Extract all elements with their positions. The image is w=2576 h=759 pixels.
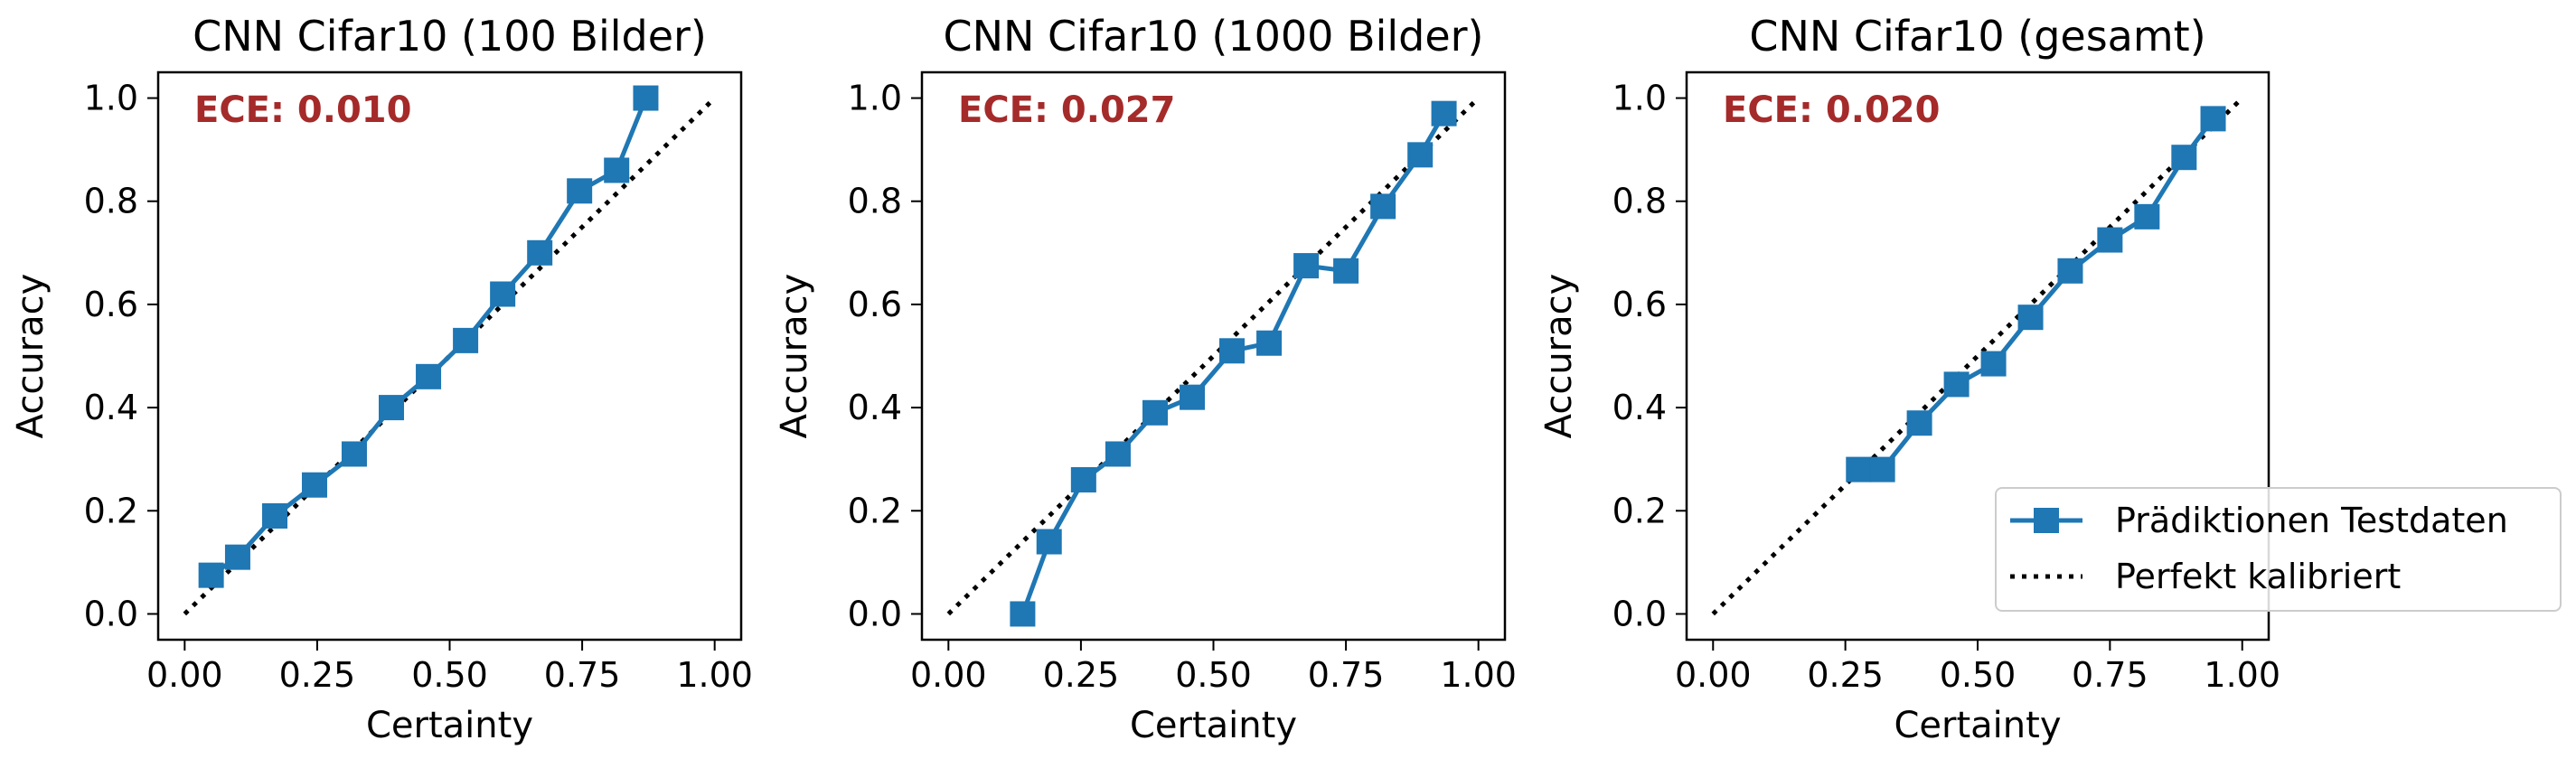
predictions-point-marker	[1180, 384, 1206, 410]
predictions-point-marker	[1105, 441, 1131, 467]
predictions-point-marker	[1036, 529, 1062, 555]
predictions-point-marker	[1293, 253, 1320, 279]
predictions-point-marker	[453, 327, 479, 353]
ece-annotation: ECE: 0.010	[194, 89, 411, 131]
predictions-point-marker	[1333, 258, 1359, 284]
x-tick-label: 0.50	[411, 655, 488, 695]
chart-panel-2: CNN Cifar10 (1000 Bilder) 0.00 0.25 0.50 0.7…	[774, 12, 1517, 746]
ece-annotation: ECE: 0.027	[958, 89, 1175, 131]
predictions-point-marker	[1906, 410, 1932, 436]
predictions-point-marker	[2097, 227, 2123, 253]
predictions-point-marker	[2017, 305, 2044, 331]
y-tick-label: 0.4	[84, 388, 138, 427]
ece-annotation: ECE: 0.020	[1723, 89, 1940, 131]
chart-title: CNN Cifar10 (100 Bilder)	[193, 12, 707, 61]
x-tick-label: 0.75	[544, 655, 621, 695]
predictions-point-marker	[1980, 351, 2007, 377]
predictions-point-marker	[527, 239, 553, 266]
legend-label: Prädiktionen Testdaten	[2115, 501, 2508, 540]
y-tick-label: 1.0	[84, 79, 138, 118]
predictions-point-marker	[490, 281, 516, 307]
y-tick-label: 0.2	[848, 491, 902, 530]
x-tick-label: 0.00	[146, 655, 223, 695]
predictions-point-marker	[1407, 142, 1434, 168]
axes-frame	[156, 70, 743, 642]
x-tick-label: 1.00	[676, 655, 753, 695]
x-tick-label: 0.25	[279, 655, 356, 695]
predictions-point-marker	[341, 441, 367, 467]
y-axis-label: Accuracy	[10, 274, 52, 439]
legend: Prädiktionen Testdaten Perfekt kalibriert	[1995, 487, 2562, 612]
x-axis-label: Certainty	[1894, 705, 2062, 746]
predictions-point-marker	[2171, 145, 2197, 171]
y-tick-label: 0.4	[848, 388, 902, 427]
x-tick-label: 0.00	[910, 655, 987, 695]
predictions-point-marker	[1431, 100, 1457, 126]
predictions-point-marker	[1070, 467, 1096, 493]
chart-title: CNN Cifar10 (1000 Bilder)	[943, 12, 1483, 61]
x-axis-label: Certainty	[366, 705, 533, 746]
legend-label: Perfekt kalibriert	[2115, 557, 2401, 596]
predictions-point-marker	[224, 544, 250, 570]
y-tick-label: 0.6	[848, 285, 902, 324]
predictions-point-marker	[1846, 456, 1872, 483]
legend-box	[1995, 487, 2562, 612]
axes-frame	[1685, 70, 2270, 642]
y-tick-label: 1.0	[1612, 79, 1667, 118]
y-tick-label: 0.6	[1612, 285, 1667, 324]
predictions-point-marker	[1142, 399, 1168, 426]
predictions-point-marker	[567, 178, 593, 204]
y-axis-label: Accuracy	[1538, 274, 1580, 439]
y-tick-label: 0.0	[1612, 594, 1667, 633]
x-tick-label: 1.00	[2204, 655, 2280, 695]
y-tick-label: 0.2	[1612, 491, 1667, 530]
chart-title: CNN Cifar10 (gesamt)	[1749, 12, 2205, 61]
predictions-point-marker	[1219, 338, 1246, 364]
predictions-point-marker	[416, 363, 442, 389]
predictions-point-marker	[633, 85, 659, 111]
predictions-point-marker	[1943, 371, 1970, 398]
x-axis-label: Certainty	[1130, 705, 1297, 746]
y-tick-label: 0.0	[84, 594, 138, 633]
x-tick-label: 0.25	[1807, 655, 1884, 695]
x-tick-label: 0.75	[2072, 655, 2148, 695]
chart-panel-1: CNN Cifar10 (100 Bilder) 0.00 0.25 0.50 0.75…	[10, 12, 753, 746]
y-tick-label: 0.8	[1612, 182, 1667, 221]
predictions-point-marker	[301, 472, 327, 498]
y-tick-label: 1.0	[848, 79, 902, 118]
y-tick-label: 0.8	[84, 182, 138, 221]
x-tick-label: 0.50	[1175, 655, 1252, 695]
predictions-point-marker	[1256, 330, 1283, 356]
y-tick-label: 0.6	[84, 285, 138, 324]
axes-frame	[920, 70, 1507, 642]
x-tick-label: 0.25	[1043, 655, 1120, 695]
predictions-point-marker	[379, 395, 404, 421]
predictions-point-marker	[262, 502, 287, 529]
x-tick-label: 1.00	[1440, 655, 1517, 695]
chart-panels: CNN Cifar10 (100 Bilder) 0.00 0.25 0.50 0.75…	[10, 12, 2280, 746]
y-axis-label: Accuracy	[774, 274, 815, 439]
y-tick-label: 0.2	[84, 491, 138, 530]
y-tick-label: 0.0	[848, 594, 902, 633]
predictions-point-marker	[1010, 601, 1036, 627]
predictions-point-marker	[2200, 106, 2226, 132]
predictions-point-marker	[604, 157, 630, 183]
legend-predictions-marker	[2034, 508, 2059, 533]
x-tick-label: 0.00	[1675, 655, 1752, 695]
predictions-point-marker	[1869, 456, 1895, 483]
predictions-point-marker	[1370, 193, 1396, 220]
y-tick-label: 0.4	[1612, 388, 1667, 427]
predictions-point-marker	[2057, 258, 2083, 284]
predictions-point-marker	[198, 562, 224, 588]
x-tick-label: 0.50	[1940, 655, 2017, 695]
predictions-point-marker	[2134, 203, 2160, 230]
chart-panel-3: CNN Cifar10 (gesamt)0.00 0.25 0.50 0.75 1.00…	[1538, 12, 2280, 746]
y-tick-label: 0.8	[848, 182, 902, 221]
x-tick-label: 0.75	[1308, 655, 1385, 695]
